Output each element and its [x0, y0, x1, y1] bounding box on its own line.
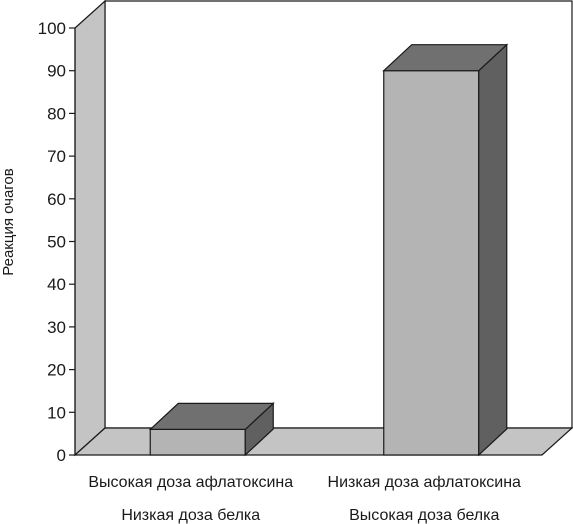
x-category-label: Высокая доза белка	[349, 507, 499, 524]
bar	[382, 43, 509, 457]
x-axis: Высокая доза афлатоксина Низкая доза белк…	[88, 474, 521, 524]
y-tick-label: 40	[47, 275, 66, 294]
bar-side	[478, 43, 508, 457]
bar-top	[382, 44, 509, 72]
bars	[148, 43, 509, 457]
y-axis: 0 10 20 30 40 50 60 70 80 90 100	[38, 19, 76, 465]
y-tick-label: 100	[38, 19, 66, 38]
x-category-label: Низкая доза афлатоксина	[328, 474, 522, 491]
bar-top	[148, 402, 275, 430]
bar	[148, 402, 275, 457]
y-tick-label: 0	[57, 446, 66, 465]
y-tick-label: 10	[47, 403, 66, 422]
y-tick-label: 70	[47, 147, 66, 166]
bar-front	[383, 70, 480, 456]
side-wall	[74, 0, 106, 457]
y-tick-label: 50	[47, 233, 66, 252]
y-axis-title: Реакция очагов	[0, 168, 17, 276]
y-tick-label: 20	[47, 361, 66, 380]
y-tick-label: 80	[47, 104, 66, 123]
x-category-label: Низкая доза белка	[121, 507, 260, 524]
bar-front	[149, 428, 246, 456]
y-tick-label: 30	[47, 318, 66, 337]
x-category-label: Высокая доза афлатоксина	[88, 474, 293, 491]
y-tick-label: 90	[47, 62, 66, 81]
y-tick-label: 60	[47, 190, 66, 209]
